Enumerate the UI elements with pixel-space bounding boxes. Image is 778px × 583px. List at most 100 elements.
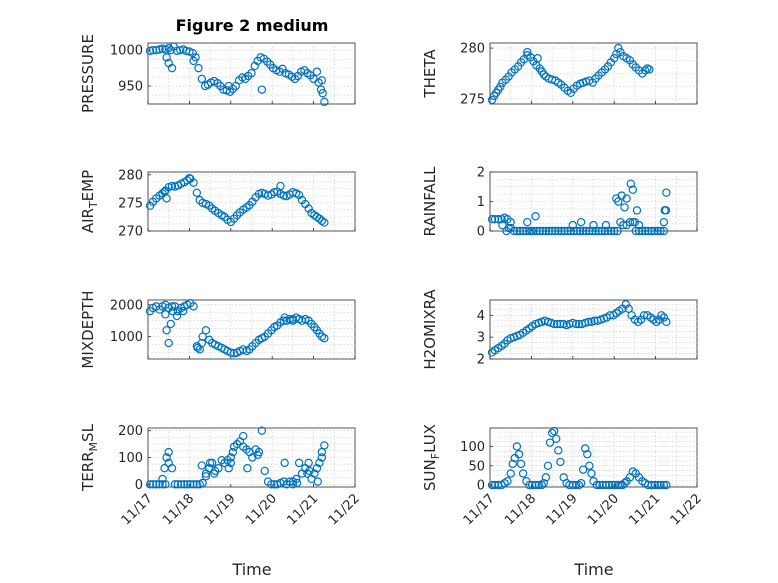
data-point	[572, 226, 582, 236]
data-point	[625, 217, 635, 227]
data-point	[168, 306, 178, 316]
data-point	[161, 310, 170, 319]
data-point	[568, 220, 578, 230]
data-point	[270, 480, 279, 489]
data-point	[487, 95, 497, 105]
x-tick-label: 11/18	[502, 491, 539, 528]
data-point	[189, 480, 198, 489]
data-point	[162, 453, 171, 462]
data-point	[162, 326, 171, 335]
x-axis-label-left: Time	[231, 560, 271, 579]
data-point	[317, 453, 327, 462]
data-point	[600, 226, 610, 236]
data-point	[506, 469, 515, 478]
data-point	[193, 343, 202, 353]
data-point	[225, 87, 235, 97]
data-point	[188, 48, 197, 58]
y-axis-label: MIXDEPTH	[79, 290, 97, 368]
y-tick-label: 200	[118, 424, 143, 439]
data-point	[653, 480, 662, 490]
data-point	[214, 464, 223, 473]
data-point	[318, 89, 327, 98]
data-point	[253, 450, 262, 460]
data-point	[551, 226, 560, 236]
data-point	[659, 480, 669, 490]
data-point	[192, 480, 202, 489]
data-point	[585, 226, 594, 236]
y-tick-label: 0	[135, 478, 143, 493]
data-point	[662, 188, 671, 197]
data-point	[560, 226, 569, 236]
data-point	[534, 480, 544, 490]
panel-theta: 275 280 THETA	[421, 42, 698, 107]
data-point	[523, 47, 532, 57]
y-axis-label: TERRMSL	[79, 423, 100, 492]
data-point	[650, 226, 659, 236]
data-point	[613, 226, 622, 236]
data-point	[662, 480, 671, 490]
data-point	[574, 480, 584, 490]
data-point	[601, 480, 611, 490]
data-point	[506, 223, 515, 233]
data-point	[571, 480, 581, 490]
data-point	[589, 220, 598, 230]
panel-terr_msl: 0 100 200 11/17 11/18 11/19 11/20 11/21 11/22 TER…	[79, 423, 363, 528]
data-point	[194, 63, 203, 73]
data-point	[247, 68, 256, 78]
x-tick-label: 11/17	[461, 491, 498, 528]
data-point	[525, 480, 534, 490]
data-point	[185, 173, 194, 183]
data-point	[280, 458, 289, 468]
data-point	[226, 348, 235, 357]
data-point	[535, 226, 544, 236]
data-point	[645, 65, 654, 74]
data-point	[531, 480, 540, 490]
data-point	[647, 226, 656, 236]
data-point	[518, 226, 528, 236]
y-tick-label: 100	[118, 451, 143, 466]
x-tick-label: 11/17	[119, 491, 156, 528]
data-point	[576, 226, 585, 236]
data-point	[657, 311, 666, 320]
x-tick-label: 11/19	[202, 491, 239, 528]
data-point	[197, 461, 207, 470]
data-point	[537, 480, 546, 490]
data-point	[152, 45, 161, 55]
data-point	[634, 220, 644, 230]
data-point	[641, 226, 650, 236]
data-point	[275, 67, 284, 76]
data-point	[180, 480, 189, 489]
data-point	[607, 480, 617, 490]
data-point	[317, 447, 327, 457]
data-point	[167, 63, 177, 73]
data-point	[585, 461, 594, 470]
y-tick-label: 2	[477, 353, 485, 368]
data-point	[632, 206, 642, 215]
data-point	[201, 326, 211, 335]
y-tick-label: 2000	[110, 298, 143, 313]
data-point	[226, 453, 235, 462]
data-point	[641, 66, 650, 75]
data-point	[257, 85, 267, 94]
data-point	[581, 444, 590, 453]
data-point	[189, 178, 198, 187]
data-point	[217, 455, 226, 465]
y-axis-label: PRESSURE	[79, 34, 97, 113]
data-point	[312, 464, 322, 473]
data-point	[205, 201, 214, 210]
data-point	[197, 338, 207, 348]
data-point	[647, 480, 656, 490]
data-point	[172, 46, 182, 56]
x-tick-label: 11/20	[243, 491, 280, 528]
data-point	[198, 478, 207, 488]
data-point	[189, 56, 198, 66]
data-point	[538, 226, 548, 236]
y-axis-label: RAINFALL	[421, 166, 439, 237]
data-point	[563, 226, 573, 236]
data-point	[487, 480, 497, 490]
x-tick-label: 11/21	[284, 491, 321, 528]
panel-air_temp: 270 275 280 AIRTEMP	[79, 168, 356, 240]
data-point	[164, 447, 173, 457]
data-point	[662, 317, 671, 327]
data-point	[620, 203, 629, 212]
